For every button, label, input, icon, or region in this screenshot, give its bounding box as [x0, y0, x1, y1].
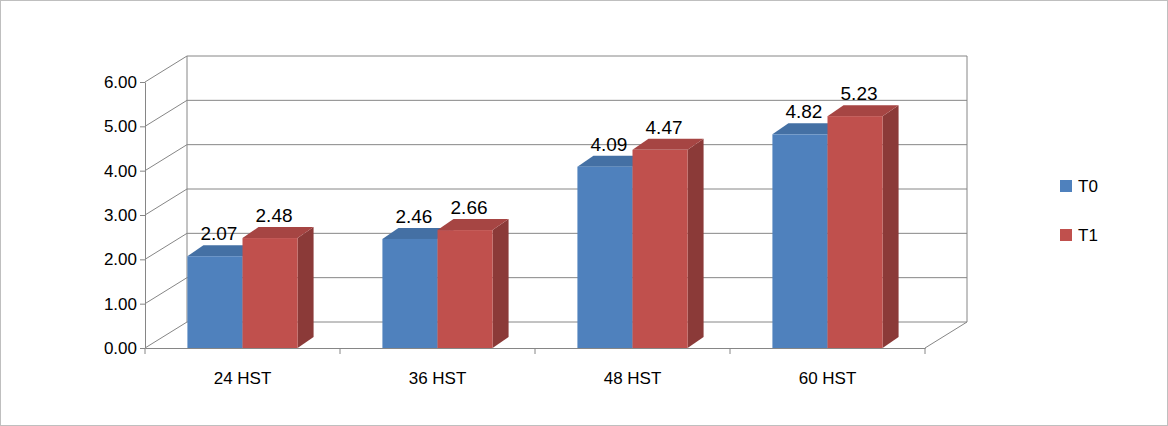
y-tick: 2.00	[104, 250, 145, 269]
y-tick-mark	[140, 348, 145, 349]
y-tick-label: 6.00	[104, 73, 137, 92]
bar-top	[828, 105, 899, 116]
bars	[187, 105, 898, 348]
x-tick-label: 60 HST	[799, 369, 857, 388]
bar-3d	[633, 139, 704, 348]
x-tick-label: 48 HST	[604, 369, 662, 388]
legend-label: T1	[1078, 226, 1098, 245]
data-label: 4.47	[646, 117, 683, 138]
bar	[828, 116, 883, 348]
x-tick-label: 24 HST	[214, 369, 272, 388]
data-label: 2.46	[395, 206, 432, 227]
y-tick-mark	[140, 259, 145, 260]
bar	[577, 167, 632, 348]
data-label: 2.07	[200, 223, 237, 244]
bar-3d	[243, 227, 314, 348]
bar	[633, 150, 688, 348]
x-tick: 48 HST	[604, 348, 662, 388]
y-axis-line	[145, 83, 146, 349]
y-tick: 3.00	[104, 206, 145, 225]
bar	[382, 239, 437, 348]
y-tick-mark	[140, 126, 145, 127]
bar	[772, 134, 827, 348]
bar-side	[883, 105, 899, 348]
data-label: 2.66	[451, 197, 488, 218]
legend-swatch	[1060, 229, 1072, 241]
data-labels: 2.07 2.46 4.09 4.82 2.48 2.66 4.47 5.23	[200, 83, 877, 244]
legend-label: T0	[1078, 177, 1098, 196]
data-label: 5.23	[841, 83, 878, 104]
y-tick: 0.00	[104, 339, 145, 358]
x-separator	[535, 348, 536, 354]
chart: 0.00 1.00 2.00 3.00 4.00 5.00 6.00 24 HST 36 HST…	[0, 0, 1168, 426]
y-tick-mark	[140, 171, 145, 172]
legend: T0 T1	[1060, 177, 1098, 245]
legend-item: T0	[1060, 177, 1098, 196]
x-tick: 24 HST	[214, 348, 272, 388]
x-tick-label: 36 HST	[409, 369, 467, 388]
y-axis: 0.00 1.00 2.00 3.00 4.00 5.00 6.00	[104, 73, 146, 358]
grid-line	[145, 56, 967, 82]
y-tick: 1.00	[104, 295, 145, 314]
y-tick: 6.00	[104, 73, 145, 92]
bar-side	[688, 139, 704, 348]
y-tick-label: 3.00	[104, 206, 137, 225]
legend-item: T1	[1060, 226, 1098, 245]
bar	[438, 230, 493, 348]
x-separator	[145, 348, 146, 354]
x-separator	[730, 348, 731, 354]
y-tick-mark	[140, 304, 145, 305]
y-tick-label: 4.00	[104, 162, 137, 181]
bar-side	[298, 227, 314, 348]
data-label: 4.82	[785, 101, 822, 122]
y-tick: 5.00	[104, 117, 145, 136]
y-tick-label: 1.00	[104, 295, 137, 314]
bar-side	[493, 219, 509, 348]
y-tick-label: 0.00	[104, 339, 137, 358]
bar-top	[438, 219, 509, 230]
y-tick-label: 2.00	[104, 250, 137, 269]
y-tick-mark	[140, 82, 145, 83]
x-tick: 36 HST	[409, 348, 467, 388]
y-tick-mark	[140, 215, 145, 216]
x-separator	[925, 348, 926, 354]
bar-3d	[828, 105, 899, 348]
bar-top	[633, 139, 704, 150]
back-wall	[145, 56, 967, 348]
bar-3d	[438, 219, 509, 348]
floor-edge	[925, 322, 967, 348]
data-label: 4.09	[590, 134, 627, 155]
bar-top	[243, 227, 314, 238]
y-tick-label: 5.00	[104, 117, 137, 136]
bar	[187, 256, 242, 348]
x-axis: 24 HST 36 HST 48 HST 60 HST	[145, 348, 926, 388]
x-separator	[340, 348, 341, 354]
frame	[1, 1, 1168, 426]
legend-swatch	[1060, 180, 1072, 192]
x-tick: 60 HST	[799, 348, 857, 388]
bar	[243, 238, 298, 348]
y-tick: 4.00	[104, 162, 145, 181]
data-label: 2.48	[256, 205, 293, 226]
